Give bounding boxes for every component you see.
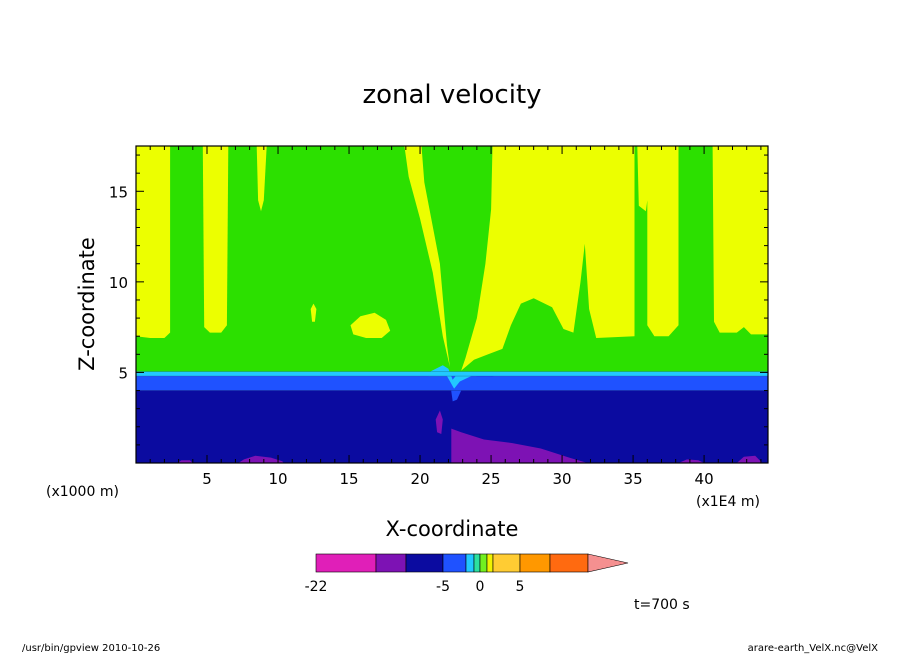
colorbar-swatch bbox=[375, 553, 407, 573]
yellow-region bbox=[350, 312, 391, 338]
colorbar-swatch bbox=[473, 553, 481, 573]
plot-area bbox=[135, 145, 769, 464]
colorbar bbox=[315, 553, 629, 573]
layer-cyan bbox=[136, 371, 768, 377]
x-tick-label: 20 bbox=[410, 470, 429, 488]
colorbar-tick-labels: -22 -5 0 5 bbox=[305, 579, 525, 595]
colorbar-swatch bbox=[465, 553, 475, 573]
yellow-region bbox=[404, 146, 450, 367]
colorbar-tick-label: -22 bbox=[305, 579, 328, 595]
colorbar-swatch bbox=[549, 553, 589, 573]
purple-region bbox=[435, 410, 443, 434]
x-tick-label: 25 bbox=[482, 470, 501, 488]
yellow-region bbox=[310, 303, 317, 322]
x-tick-label: 40 bbox=[695, 470, 714, 488]
x-axis-label: X-coordinate bbox=[386, 517, 519, 541]
y-unit-note: (x1000 m) bbox=[46, 484, 119, 500]
purple-region bbox=[451, 428, 588, 463]
plot-frame bbox=[135, 145, 769, 464]
yellow-region bbox=[404, 146, 768, 371]
y-tick-label: 5 bbox=[118, 364, 128, 382]
y-axis-label: Z-coordinate bbox=[75, 237, 99, 371]
time-label: t=700 s bbox=[634, 597, 690, 613]
x-tick-label: 10 bbox=[268, 470, 287, 488]
y-tick-label: 15 bbox=[109, 183, 128, 201]
purple-region bbox=[736, 455, 763, 463]
y-tick-labels: 5 10 15 bbox=[109, 183, 128, 382]
colorbar-swatch bbox=[479, 553, 488, 573]
colorbar-swatch bbox=[519, 553, 551, 573]
x-unit-note: (x1E4 m) bbox=[696, 494, 760, 510]
purple-region bbox=[177, 460, 193, 463]
blue-blob bbox=[444, 376, 494, 402]
colorbar-swatch bbox=[486, 553, 494, 573]
contour-fills bbox=[136, 146, 768, 463]
y-tick-label: 10 bbox=[109, 274, 128, 292]
x-tick-labels: 5 10 15 20 25 30 35 40 bbox=[202, 470, 713, 488]
colorbar-swatch bbox=[315, 553, 377, 573]
chart-title: zonal velocity bbox=[362, 80, 541, 110]
yellow-region bbox=[136, 146, 171, 338]
footer-right: arare-earth_VelX.nc@VelX bbox=[748, 643, 879, 654]
x-tick-label: 30 bbox=[553, 470, 572, 488]
colorbar-tick-label: -5 bbox=[436, 579, 450, 595]
colorbar-swatch bbox=[492, 553, 521, 573]
x-tick-label: 15 bbox=[339, 470, 358, 488]
x-tick-label: 35 bbox=[624, 470, 643, 488]
colorbar-tick-label: 5 bbox=[516, 579, 525, 595]
x-tick-label: 5 bbox=[202, 470, 212, 488]
purple-region bbox=[678, 459, 705, 463]
footer-left: /usr/bin/gpview 2010-10-26 bbox=[22, 643, 160, 654]
yellow-region bbox=[256, 146, 267, 212]
yellow-region bbox=[202, 146, 229, 333]
colorbar-tick-label: 0 bbox=[476, 579, 485, 595]
colorbar-swatch bbox=[405, 553, 444, 573]
colorbar-swatch bbox=[442, 553, 467, 573]
colorbar-extend-arrow bbox=[587, 553, 629, 573]
cyan-blob bbox=[428, 365, 472, 389]
